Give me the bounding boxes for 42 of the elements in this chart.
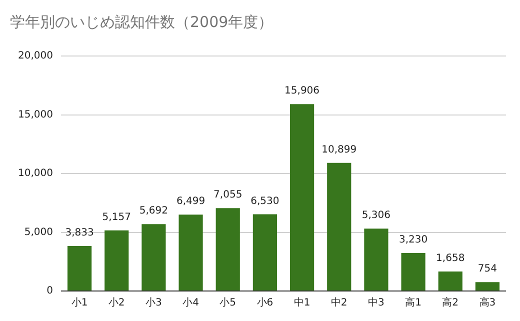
bar bbox=[327, 162, 352, 290]
x-tick-label: 中1 bbox=[294, 296, 310, 309]
data-label: 5,692 bbox=[139, 206, 168, 217]
bar bbox=[438, 272, 462, 290]
x-tick-label: 小6 bbox=[256, 296, 274, 309]
y-tick-label: 15,000 bbox=[18, 109, 53, 120]
data-label: 5,157 bbox=[102, 212, 131, 223]
data-label: 3,833 bbox=[65, 228, 94, 239]
bar bbox=[364, 228, 388, 290]
x-tick-label: 中3 bbox=[368, 296, 384, 309]
data-label: 6,530 bbox=[250, 196, 280, 207]
chart-title: 学年別のいじめ認知件数（2009年度） bbox=[10, 12, 274, 31]
y-tick-label: 5,000 bbox=[24, 226, 53, 238]
y-tick-label: 0 bbox=[46, 286, 53, 297]
x-tick-label: 高2 bbox=[442, 296, 459, 309]
x-tick-label: 高1 bbox=[405, 296, 422, 309]
data-label: 15,906 bbox=[284, 86, 320, 97]
bar bbox=[216, 208, 240, 290]
bar bbox=[475, 282, 500, 290]
x-tick-label: 小4 bbox=[182, 296, 199, 309]
x-tick-label: 小5 bbox=[220, 296, 236, 309]
data-label: 754 bbox=[478, 264, 498, 275]
data-label: 7,055 bbox=[214, 190, 242, 201]
bar bbox=[401, 253, 426, 290]
x-tick-label: 小3 bbox=[146, 296, 162, 309]
bar bbox=[104, 230, 129, 290]
data-label: 3,230 bbox=[398, 234, 428, 246]
x-tick-label: 小1 bbox=[71, 296, 88, 309]
x-tick-label: 小2 bbox=[108, 296, 125, 309]
y-tick-label: 20,000 bbox=[18, 50, 53, 62]
bar bbox=[178, 214, 203, 290]
bar bbox=[252, 214, 278, 290]
x-tick-label: 中2 bbox=[330, 296, 348, 309]
bar bbox=[290, 104, 314, 290]
data-label: 10,899 bbox=[322, 144, 357, 156]
data-label: 5,306 bbox=[362, 210, 391, 222]
bar bbox=[67, 246, 92, 290]
bar bbox=[142, 224, 166, 290]
data-label: 1,658 bbox=[436, 253, 465, 264]
data-label: 6,499 bbox=[176, 196, 206, 208]
x-tick-label: 高3 bbox=[479, 296, 496, 309]
y-tick-label: 10,000 bbox=[18, 168, 53, 180]
